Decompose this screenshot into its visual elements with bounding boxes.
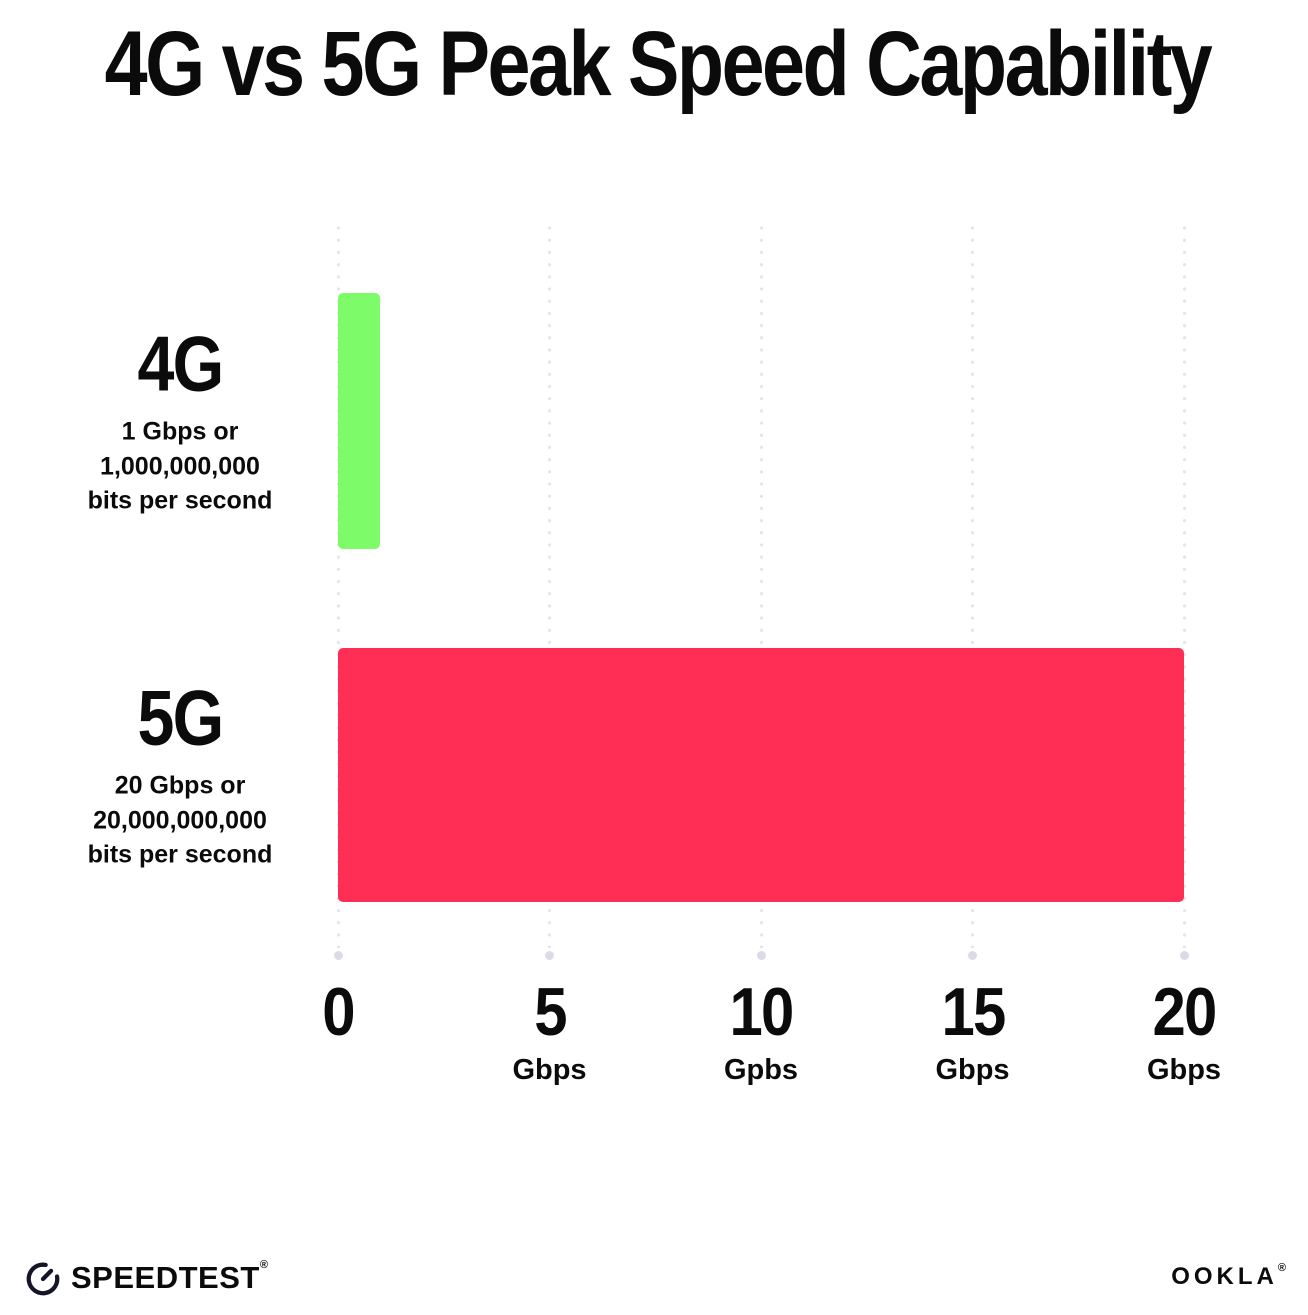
gridline-20 bbox=[1179, 222, 1189, 960]
row-desc-line: bits per second bbox=[87, 486, 273, 515]
ookla-label-text: OOKLA bbox=[1171, 1263, 1278, 1290]
speedtest-wordmark: SPEEDTEST® bbox=[71, 1260, 268, 1296]
ookla-logo: OOKLA® bbox=[1171, 1263, 1290, 1291]
row-desc-5g: 20 Gbps or 20,000,000,000 bits per secon… bbox=[30, 768, 330, 872]
gridline-15 bbox=[968, 222, 977, 960]
x-tick-0: 0 bbox=[208, 978, 468, 1084]
chart-title: 4G vs 5G Peak Speed Capability bbox=[104, 13, 1213, 115]
bar-5g bbox=[338, 648, 1184, 902]
gridline-5 bbox=[545, 222, 554, 960]
gauge-icon bbox=[24, 1259, 62, 1297]
row-label-5g: 5G 20 Gbps or 20,000,000,000 bits per se… bbox=[30, 678, 330, 872]
speedtest-trademark: ® bbox=[259, 1259, 269, 1271]
gridline-10 bbox=[756, 222, 766, 960]
row-name-4g: 4G bbox=[137, 319, 224, 408]
row-desc-line: 20,000,000,000 bbox=[93, 805, 267, 834]
bar-4g bbox=[338, 293, 381, 549]
row-label-4g: 4G 1 Gbps or 1,000,000,000 bits per seco… bbox=[30, 324, 330, 518]
x-tick-value: 20 bbox=[1152, 974, 1217, 1050]
row-name-5g: 5G bbox=[137, 673, 224, 762]
speedtest-label-text: SPEEDTEST bbox=[71, 1260, 260, 1295]
x-tick-15: 15 Gbps bbox=[843, 978, 1103, 1087]
x-tick-10: 10 Gpbs bbox=[631, 978, 891, 1087]
row-desc-4g: 1 Gbps or 1,000,000,000 bits per second bbox=[30, 414, 330, 518]
x-tick-unit: Gbps bbox=[512, 1054, 587, 1086]
x-tick-unit: Gbps bbox=[935, 1054, 1010, 1086]
speedtest-logo: SPEEDTEST® bbox=[24, 1259, 268, 1297]
row-desc-line: bits per second bbox=[87, 840, 273, 869]
row-desc-line: 1,000,000,000 bbox=[100, 451, 260, 480]
x-tick-value: 0 bbox=[322, 974, 355, 1050]
x-tick-value: 10 bbox=[729, 974, 794, 1050]
x-tick-value: 5 bbox=[533, 974, 567, 1050]
row-desc-line: 1 Gbps or bbox=[121, 417, 239, 446]
x-tick-value: 15 bbox=[940, 974, 1006, 1050]
x-tick-5: 5 Gbps bbox=[420, 978, 680, 1087]
x-tick-unit: Gbps bbox=[1146, 1054, 1222, 1086]
gridline-0 bbox=[333, 222, 343, 960]
x-tick-20: 20 Gbps bbox=[1054, 978, 1308, 1087]
ookla-trademark: ® bbox=[1277, 1262, 1290, 1274]
plot-area: 0 5 Gbps 10 Gpbs 15 Gbps 20 Gbps bbox=[322, 222, 1221, 1086]
row-desc-line: 20 Gbps or bbox=[114, 771, 246, 800]
x-tick-unit: Gpbs bbox=[723, 1054, 799, 1086]
